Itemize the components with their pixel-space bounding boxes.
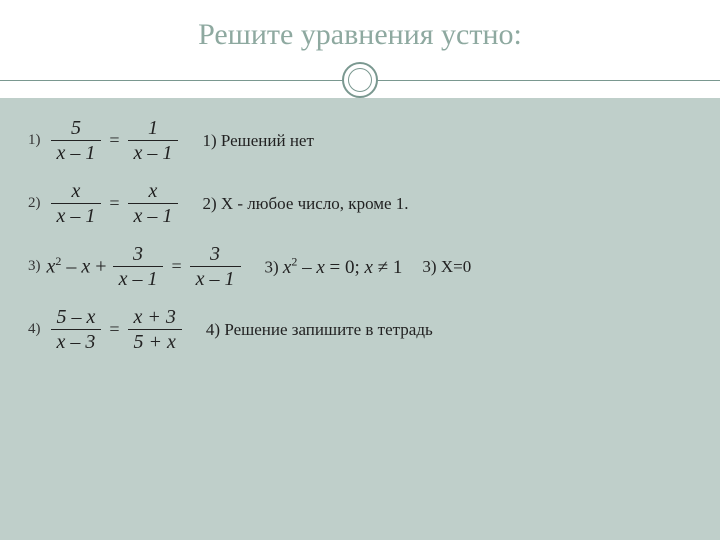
numerator: x + 3 (128, 305, 182, 329)
denominator: x – 1 (51, 204, 102, 228)
equation-row: 4) 5 – x x – 3 = x + 3 5 + x 4) (28, 305, 692, 354)
numerator: 5 – x (51, 305, 102, 329)
denominator: 5 + x (128, 330, 182, 354)
answer-2: 2) X - любое число, кроме 1. (202, 194, 408, 214)
enum-label: 4) (28, 321, 41, 338)
answer-text: Решений нет (221, 131, 314, 150)
equation-row: 3) x2 – x + 3 x – 1 = 3 x – 1 (28, 242, 692, 291)
enum-label: 2) (28, 195, 41, 212)
numerator: 3 (127, 242, 149, 266)
enum-label: 4) (206, 320, 220, 339)
answer-text: X - любое число, кроме 1. (221, 194, 409, 213)
numerator: 3 (204, 242, 226, 266)
equation-4: 4) 5 – x x – 3 = x + 3 5 + x (28, 305, 186, 354)
fraction: 1 x – 1 (128, 116, 179, 165)
numerator: x (66, 179, 87, 203)
fraction: x + 3 5 + x (128, 305, 182, 354)
slide: Решите уравнения устно: 1) 5 x – 1 = 1 (0, 0, 720, 540)
answer-4: 4) Решение запишите в тетрадь (206, 320, 433, 340)
answer-math: x2 – x = 0; x ≠ 1 (283, 257, 403, 278)
equation-row: 2) x x – 1 = x x – 1 2) (28, 179, 692, 228)
equation-row: 1) 5 x – 1 = 1 x – 1 1) (28, 116, 692, 165)
answer-1: 1) Решений нет (202, 131, 313, 151)
enum-label: 1) (202, 131, 216, 150)
numerator: x (143, 179, 164, 203)
equals-sign: = (109, 193, 119, 214)
fraction: x x – 1 (51, 179, 102, 228)
slide-title: Решите уравнения устно: (0, 18, 720, 52)
equals-sign: = (171, 256, 181, 277)
equation-3: 3) x2 – x + 3 x – 1 = 3 x – 1 (28, 242, 245, 291)
denominator: x – 1 (190, 267, 241, 291)
divider-circle-icon (342, 62, 378, 98)
numerator: 1 (142, 116, 164, 140)
fraction: 5 x – 1 (51, 116, 102, 165)
denominator: x – 3 (51, 330, 102, 354)
fraction: 3 x – 1 (113, 242, 164, 291)
title-divider (0, 62, 720, 98)
numerator: 5 (65, 116, 87, 140)
denominator: x – 1 (51, 141, 102, 165)
fraction: x x – 1 (128, 179, 179, 228)
denominator: x – 1 (128, 204, 179, 228)
equation-2: 2) x x – 1 = x x – 1 (28, 179, 182, 228)
enum-label: 3) (265, 258, 279, 277)
enum-label: 3) (422, 257, 436, 276)
enum-label: 1) (28, 132, 41, 149)
denominator: x – 1 (113, 267, 164, 291)
answer-3a: 3) x2 – x = 0; x ≠ 1 (265, 254, 403, 278)
answer-text: X=0 (441, 257, 471, 276)
answer-3b: 3) X=0 (422, 257, 471, 277)
fraction: 5 – x x – 3 (51, 305, 102, 354)
prefix-expression: x2 – x + (47, 254, 107, 279)
equals-sign: = (109, 130, 119, 151)
fraction: 3 x – 1 (190, 242, 241, 291)
slide-header: Решите уравнения устно: (0, 0, 720, 62)
denominator: x – 1 (128, 141, 179, 165)
slide-content: 1) 5 x – 1 = 1 x – 1 1) (0, 98, 720, 540)
enum-label: 3) (28, 258, 41, 275)
enum-label: 2) (202, 194, 216, 213)
equation-1: 1) 5 x – 1 = 1 x – 1 (28, 116, 182, 165)
equals-sign: = (109, 319, 119, 340)
answer-text: Решение запишите в тетрадь (224, 320, 432, 339)
